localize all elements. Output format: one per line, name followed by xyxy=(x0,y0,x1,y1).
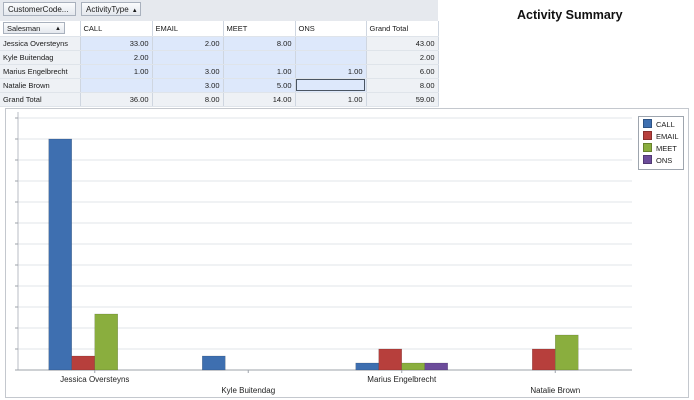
table-row: Kyle Buitendag 2.00 2.00 xyxy=(0,50,439,65)
customer-code-filter-button[interactable]: CustomerCode... xyxy=(3,2,76,16)
table-cell[interactable] xyxy=(80,78,153,93)
bar-email xyxy=(532,348,556,371)
row-total-cell[interactable]: 2.00 xyxy=(366,50,439,65)
table-cell[interactable]: 3.00 xyxy=(152,64,224,79)
row-header[interactable]: Marius Engelbrecht xyxy=(0,64,81,79)
salesman-label: Salesman xyxy=(7,24,41,34)
legend-item-email[interactable]: EMAIL xyxy=(639,131,683,143)
row-total-cell[interactable]: 43.00 xyxy=(366,36,439,51)
row-header[interactable]: Natalie Brown xyxy=(0,78,81,93)
bar-call xyxy=(202,355,226,371)
row-total-cell[interactable]: 8.00 xyxy=(366,78,439,93)
customer-code-label: CustomerCode... xyxy=(8,5,69,14)
total-cell[interactable]: 1.00 xyxy=(295,92,367,107)
activity-type-field-button[interactable]: ActivityType ▲ xyxy=(81,2,141,16)
bar-email xyxy=(378,348,402,371)
bar-meet xyxy=(94,313,118,371)
table-row: Marius Engelbrecht 1.00 3.00 1.00 1.00 6… xyxy=(0,64,439,79)
legend-label: ONS xyxy=(656,156,673,165)
table-cell[interactable] xyxy=(152,50,224,65)
salesman-field-button[interactable]: Salesman ▲ xyxy=(3,22,65,35)
bar-email xyxy=(71,355,95,371)
grand-total-row: Grand Total 36.00 8.00 14.00 1.00 59.00 xyxy=(0,92,439,107)
column-header-ons[interactable]: ONS xyxy=(295,21,367,37)
pivot-grid: Salesman ▲ CALL EMAIL MEET ONS Grand Tota… xyxy=(0,21,439,107)
total-cell[interactable]: 14.00 xyxy=(223,92,296,107)
table-cell-selected[interactable] xyxy=(295,78,367,93)
table-cell[interactable]: 5.00 xyxy=(223,78,296,93)
table-cell[interactable]: 2.00 xyxy=(152,36,224,51)
sort-ascending-icon: ▲ xyxy=(55,26,61,33)
x-tick-label: Jessica Oversteyns xyxy=(60,375,129,384)
bar-ons xyxy=(424,362,448,371)
legend-item-ons[interactable]: ONS xyxy=(639,155,683,167)
column-header-email[interactable]: EMAIL xyxy=(152,21,224,37)
x-tick-label: Kyle Buitendag xyxy=(221,386,275,395)
table-cell[interactable]: 1.00 xyxy=(295,64,367,79)
x-tick-label: Natalie Brown xyxy=(530,386,580,395)
chart-legend: CALL EMAIL MEET ONS xyxy=(638,116,684,170)
legend-swatch xyxy=(643,155,652,164)
salesman-header-cell: Salesman ▲ xyxy=(0,21,81,37)
legend-swatch xyxy=(643,143,652,152)
table-cell[interactable] xyxy=(295,50,367,65)
table-cell[interactable]: 33.00 xyxy=(80,36,153,51)
row-header[interactable]: Kyle Buitendag xyxy=(0,50,81,65)
sort-ascending-icon: ▲ xyxy=(131,8,138,14)
table-cell[interactable]: 1.00 xyxy=(223,64,296,79)
total-cell[interactable]: 59.00 xyxy=(366,92,439,107)
table-row: Natalie Brown 3.00 5.00 8.00 xyxy=(0,78,439,93)
table-cell[interactable]: 1.00 xyxy=(80,64,153,79)
x-tick-label: Marius Engelbrecht xyxy=(367,375,437,384)
table-row: Jessica Oversteyns 33.00 2.00 8.00 43.00 xyxy=(0,36,439,51)
bar-meet xyxy=(555,334,579,371)
legend-label: MEET xyxy=(656,144,677,153)
bar-call xyxy=(48,138,72,371)
total-cell[interactable]: 8.00 xyxy=(152,92,224,107)
column-header-grand-total: Grand Total xyxy=(366,21,439,37)
row-total-cell[interactable]: 6.00 xyxy=(366,64,439,79)
filter-area: CustomerCode... ActivityType ▲ xyxy=(0,0,438,22)
row-header[interactable]: Jessica Oversteyns xyxy=(0,36,81,51)
table-cell[interactable] xyxy=(295,36,367,51)
bar-call xyxy=(355,362,379,371)
column-header-meet[interactable]: MEET xyxy=(223,21,296,37)
table-cell[interactable] xyxy=(223,50,296,65)
table-cell[interactable]: 8.00 xyxy=(223,36,296,51)
column-header-call[interactable]: CALL xyxy=(80,21,153,37)
legend-swatch xyxy=(643,119,652,128)
page-title: Activity Summary xyxy=(517,8,623,22)
legend-item-call[interactable]: CALL xyxy=(639,119,683,131)
column-header-row: Salesman ▲ CALL EMAIL MEET ONS Grand Tota… xyxy=(0,21,439,37)
legend-item-meet[interactable]: MEET xyxy=(639,143,683,155)
table-cell[interactable]: 2.00 xyxy=(80,50,153,65)
row-header[interactable]: Grand Total xyxy=(0,92,81,107)
legend-swatch xyxy=(643,131,652,140)
total-cell[interactable]: 36.00 xyxy=(80,92,153,107)
legend-label: CALL xyxy=(656,120,675,129)
bar-meet xyxy=(401,362,425,371)
activity-type-label: ActivityType xyxy=(86,5,129,14)
table-cell[interactable]: 3.00 xyxy=(152,78,224,93)
legend-label: EMAIL xyxy=(656,132,679,141)
